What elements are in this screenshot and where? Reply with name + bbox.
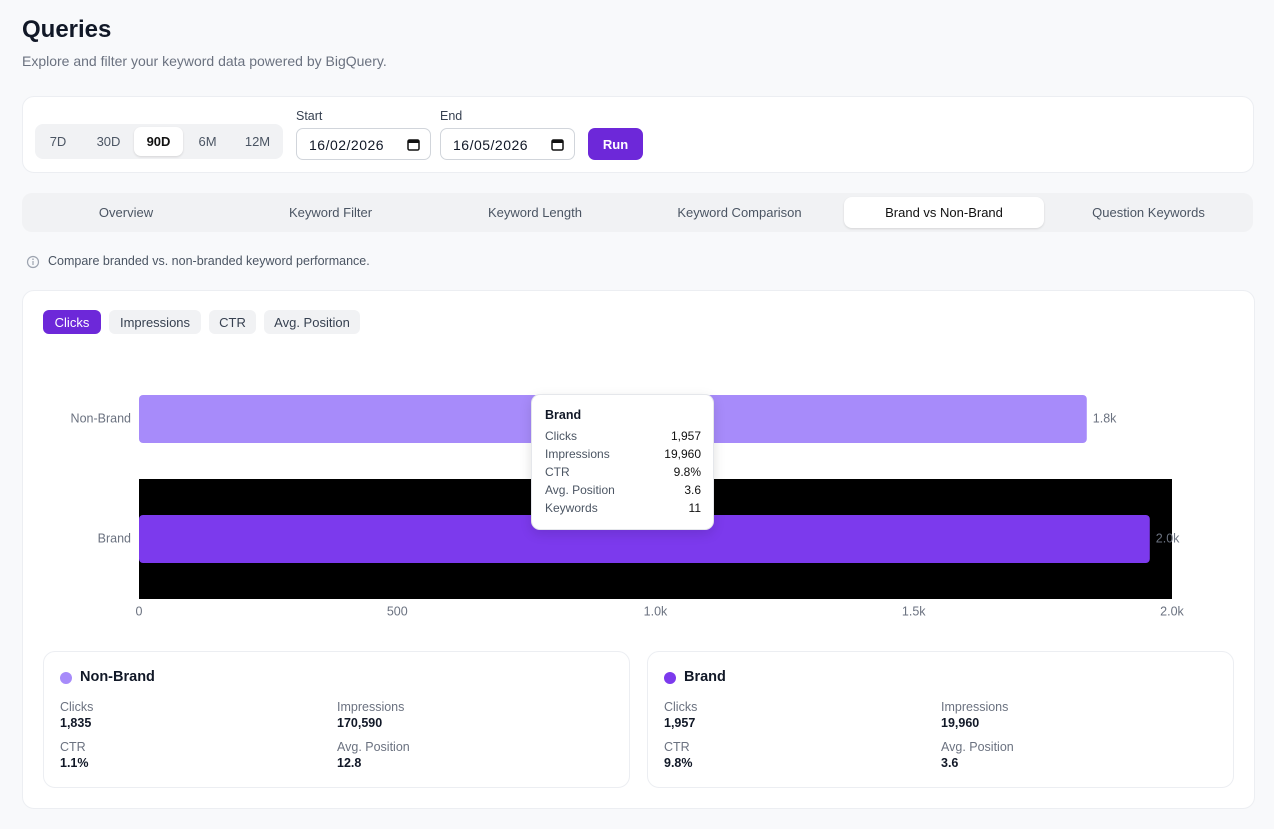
start-date: 16/02/2026 xyxy=(309,137,385,153)
metric-label: Clicks xyxy=(60,700,94,714)
metric-label: Avg. Position xyxy=(941,740,1014,754)
metric-value: 1,957 xyxy=(664,716,696,730)
end-input[interactable]: 16/05/2026 xyxy=(440,128,575,160)
tab[interactable]: Keyword Filter xyxy=(288,205,373,220)
range-group: 7D 30D 90D 6M 12M xyxy=(35,124,283,159)
legend-dot xyxy=(664,672,676,684)
info-icon xyxy=(26,255,40,269)
start-label: Start xyxy=(296,109,323,123)
metric-value: 12.8 xyxy=(337,756,362,770)
metric-pill[interactable]: Avg. Position xyxy=(264,310,360,334)
range-button[interactable]: 6M xyxy=(198,134,217,149)
tooltip-value: 1,957 xyxy=(670,429,701,443)
summary-card: Brand Clicks 1,957 Impressions 19,960 CTR 9.8%… xyxy=(647,651,1234,788)
range-button[interactable]: 90D xyxy=(134,127,183,156)
metric-value: 1,835 xyxy=(60,716,92,730)
card-title: Brand xyxy=(684,669,726,685)
info-text: Compare branded vs. non-branded keyword … xyxy=(48,254,370,268)
tab-bar: Overview Keyword Filter Keyword Length Keyw… xyxy=(22,193,1253,232)
tab[interactable]: Keyword Length xyxy=(488,205,582,220)
tab[interactable]: Brand vs Non-Brand xyxy=(844,197,1044,228)
range-button[interactable]: 30D xyxy=(96,134,121,149)
start-input[interactable]: 16/02/2026 xyxy=(296,128,431,160)
metric-value: 19,960 xyxy=(941,716,980,730)
calendar-icon xyxy=(407,139,420,151)
metric-label: Clicks xyxy=(664,700,698,714)
metric-pill[interactable]: Clicks xyxy=(43,310,101,334)
metric-value: 9.8% xyxy=(664,756,693,770)
end-date: 16/05/2026 xyxy=(453,137,529,153)
metric-value: 1.1% xyxy=(60,756,89,770)
tooltip-value: 3.6 xyxy=(684,483,701,497)
metric-value: 170,590 xyxy=(337,716,383,730)
tooltip-label: Clicks xyxy=(545,429,577,443)
tooltip-label: CTR xyxy=(545,465,570,479)
metric-label: Impressions xyxy=(337,700,405,714)
calendar-icon xyxy=(551,139,564,151)
end-label: End xyxy=(440,109,463,123)
metric-label: Avg. Position xyxy=(337,740,410,754)
tooltip-title: Brand xyxy=(545,408,582,422)
metric-pill[interactable]: Impressions xyxy=(109,310,201,334)
tooltip-value: 11 xyxy=(688,501,701,515)
tooltip-value: 19,960 xyxy=(664,447,701,461)
metric-label: Impressions xyxy=(941,700,1009,714)
metric-label: CTR xyxy=(60,740,86,754)
page-title: Queries xyxy=(22,16,112,43)
tooltip: Brand Clicks 1,957 Impressions 19,960 CTR 9.8… xyxy=(531,394,714,530)
tooltip-label: Impressions xyxy=(545,447,610,461)
tooltip-label: Avg. Position xyxy=(545,483,615,497)
legend-dot xyxy=(60,672,72,684)
metric-label: CTR xyxy=(664,740,690,754)
summary-card: Non-Brand Clicks 1,835 Impressions 170,590 CT… xyxy=(43,651,630,788)
range-button[interactable]: 7D xyxy=(49,134,67,149)
tab[interactable]: Keyword Comparison xyxy=(677,205,802,220)
metric-pill[interactable]: CTR xyxy=(209,310,256,334)
tab[interactable]: Overview xyxy=(98,205,154,220)
tab[interactable]: Question Keywords xyxy=(1092,205,1205,220)
metric-value: 3.6 xyxy=(941,756,959,770)
card-title: Non-Brand xyxy=(80,669,155,685)
page-subtitle: Explore and filter your keyword data pow… xyxy=(22,53,387,69)
tooltip-value: 9.8% xyxy=(673,465,701,479)
range-button[interactable]: 12M xyxy=(244,134,271,149)
run-button[interactable]: Run xyxy=(588,128,643,160)
tooltip-label: Keywords xyxy=(545,501,598,515)
